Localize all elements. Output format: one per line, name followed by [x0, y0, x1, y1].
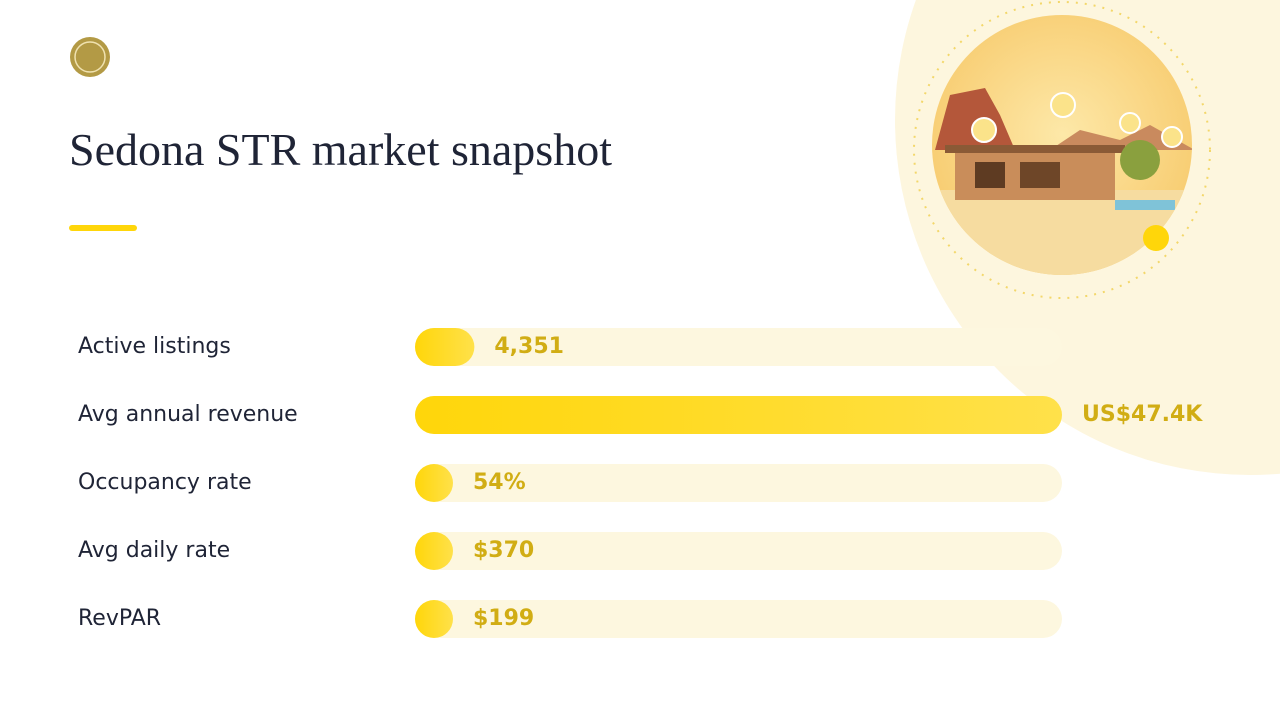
row-label: Occupancy rate — [78, 470, 252, 495]
row-label: Avg daily rate — [78, 538, 230, 563]
bar — [415, 600, 453, 638]
row-label: Active listings — [78, 334, 231, 359]
row-label: RevPAR — [78, 606, 161, 631]
chart-title: Sedona STR market snapshot — [69, 124, 612, 175]
dotted-ring — [913, 1, 1211, 299]
value-label: 54% — [473, 470, 526, 495]
row-label: Avg annual revenue — [78, 402, 298, 427]
logo — [70, 37, 110, 77]
value-label: $199 — [473, 606, 534, 631]
accent-dot — [1143, 225, 1169, 251]
bar-track — [415, 464, 1062, 502]
bar-track — [415, 532, 1062, 570]
bar-track — [415, 600, 1062, 638]
value-label: $370 — [473, 538, 534, 563]
bar-track — [415, 328, 1062, 366]
logo-ring — [74, 41, 106, 73]
bar — [415, 464, 453, 502]
value-label: 4,351 — [494, 334, 564, 359]
bar-rows: Active listings 4,351 Avg annual revenue US… — [78, 328, 1203, 638]
bar — [415, 328, 475, 366]
bar — [415, 532, 453, 570]
title-underline — [69, 225, 137, 231]
value-label: US$47.4K — [1082, 402, 1203, 427]
bar — [415, 396, 1062, 434]
